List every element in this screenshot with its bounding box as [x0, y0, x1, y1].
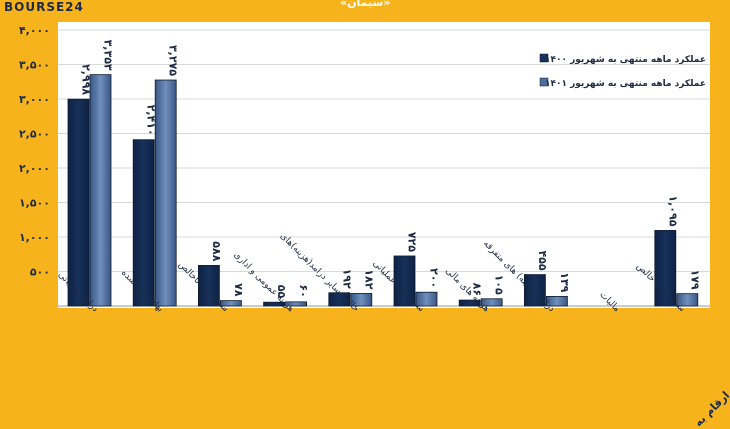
- bar-1400: [393, 255, 416, 307]
- bar-1400: [458, 299, 481, 307]
- data-label: ۱۷۹: [688, 269, 701, 289]
- y-tick-label: ۵۰۰: [30, 266, 50, 279]
- data-label: ۴۵۵: [536, 250, 549, 270]
- data-label: ۲۰۰: [428, 268, 441, 288]
- data-label: ۳,۳۵۳: [102, 40, 115, 71]
- data-label: ۷۸: [232, 283, 245, 297]
- x-tick-label: مالیات: [597, 290, 621, 314]
- data-label: ۸۶: [471, 283, 484, 296]
- chart-title: «سیمان»: [340, 0, 391, 9]
- data-label: ۱۹۲: [340, 269, 353, 289]
- data-label: ۷۲۵: [406, 232, 419, 252]
- bar-1400: [132, 139, 155, 307]
- data-label: ۱,۰۹۵: [666, 195, 679, 226]
- bar-1400: [654, 230, 677, 307]
- bar-1401: [415, 291, 438, 307]
- bar-1401: [89, 74, 112, 307]
- data-label: ۵۵: [275, 285, 288, 299]
- bar-1401: [219, 300, 242, 307]
- bar-chart: ۴,۰۰۰ ۳,۵۰۰ ۳,۰۰۰ ۲,۵۰۰ ۲,۰۰۰ ۱,۵۰۰ ۱,۰۰۰ ۵۰۰ ۲,…: [19, 24, 710, 314]
- y-tick-label: ۳,۵۰۰: [19, 59, 50, 72]
- data-label: ۶۰: [297, 284, 310, 297]
- bar-1400: [197, 265, 220, 307]
- data-label: ۱۸۲: [362, 269, 375, 289]
- bar-1401: [676, 293, 699, 307]
- data-label: ۱۰۵: [493, 275, 506, 295]
- bar-1401: [480, 298, 503, 307]
- bar-1400: [524, 274, 546, 307]
- data-label: ۱۳۹: [558, 272, 571, 292]
- chart-frame: BOURSE24 «سیمان» ۴,۰۰۰ ۳,۵۰۰ ۳,۰۰۰ ۲,۵۰۰ ۲,۰…: [4, 0, 730, 429]
- bar-1401: [350, 293, 373, 307]
- legend-label: عملکرد ماهه منتهی به شهریور ۱۴۰۱: [545, 79, 706, 89]
- data-label: ۳,۲۷۵: [167, 45, 180, 76]
- data-label: ۲,۹۹۸: [80, 64, 93, 95]
- y-tick-label: ۲,۵۰۰: [19, 128, 50, 141]
- bar-1400: [263, 301, 286, 307]
- bar-1401: [285, 301, 308, 307]
- legend-swatch: [539, 77, 549, 87]
- y-tick-label: ۳,۰۰۰: [19, 93, 50, 106]
- bar-1401: [546, 296, 568, 307]
- y-tick-label: ۴,۰۰۰: [19, 24, 50, 37]
- bar-1400: [67, 98, 90, 307]
- y-tick-label: ۲,۰۰۰: [19, 162, 50, 175]
- legend-label: عملکرد ماهه منتهی به شهریور ۱۴۰۰: [545, 55, 706, 65]
- data-label: ۲,۴۱۰: [145, 105, 158, 136]
- bar-1400: [328, 292, 351, 307]
- bar-1401: [154, 79, 177, 307]
- brand-logo-text: BOURSE24: [4, 0, 84, 14]
- data-label: ۵۸۸: [210, 241, 223, 261]
- y-tick-label: ۱,۰۰۰: [19, 231, 50, 244]
- y-tick-label: ۱,۵۰۰: [19, 197, 50, 210]
- legend-swatch: [539, 53, 549, 63]
